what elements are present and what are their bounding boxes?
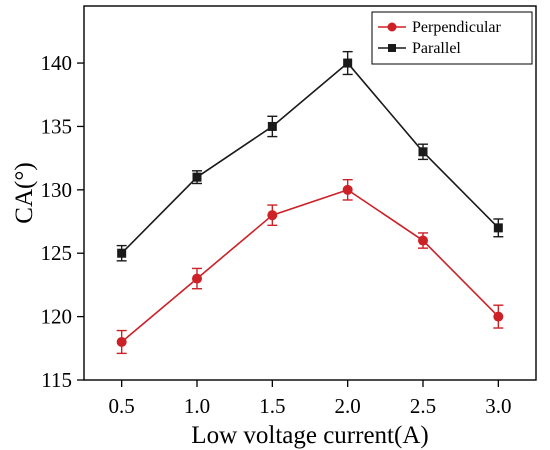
x-tick-label: 1.5 bbox=[259, 394, 285, 418]
data-point bbox=[342, 184, 353, 195]
plot-frame bbox=[83, 5, 537, 381]
legend-item: Perpendicular bbox=[378, 19, 502, 36]
x-tick-label: 3.0 bbox=[485, 394, 511, 418]
data-point bbox=[192, 172, 202, 182]
legend-label: Parallel bbox=[412, 40, 461, 57]
series-parallel bbox=[116, 50, 504, 262]
legend-label: Perpendicular bbox=[412, 19, 502, 36]
data-point bbox=[493, 311, 504, 322]
plot-area bbox=[116, 50, 504, 355]
data-point bbox=[267, 121, 277, 131]
series-line bbox=[121, 61, 499, 254]
legend-marker bbox=[388, 44, 396, 52]
y-axis-title: CA(°) bbox=[11, 162, 38, 223]
series-perpendicular bbox=[116, 178, 504, 355]
legend-marker bbox=[387, 22, 397, 32]
y-tick-label: 140 bbox=[41, 51, 73, 75]
y-tick-label: 115 bbox=[41, 368, 72, 392]
data-point bbox=[117, 248, 127, 258]
data-point bbox=[493, 223, 503, 233]
x-tick-label: 2.0 bbox=[335, 394, 361, 418]
data-point bbox=[192, 273, 202, 284]
data-point bbox=[267, 210, 278, 221]
x-tick-label: 1.0 bbox=[184, 394, 210, 418]
x-axis-title: Low voltage current(A) bbox=[191, 422, 428, 449]
y-tick-label: 130 bbox=[41, 178, 73, 202]
axes: 0.5 1.0 1.5 2.0 2.5 3.0 115 120 125 130 135 140 bbox=[41, 5, 537, 418]
series-line bbox=[121, 188, 499, 343]
x-tick-label: 2.5 bbox=[410, 394, 436, 418]
data-point bbox=[343, 58, 353, 68]
y-tick-label: 135 bbox=[41, 114, 73, 138]
data-point bbox=[116, 336, 127, 347]
legend-item: Parallel bbox=[378, 40, 461, 57]
legend: Perpendicular Parallel bbox=[371, 11, 533, 65]
legend-box bbox=[371, 11, 533, 65]
y-tick-label: 120 bbox=[41, 305, 73, 329]
x-tick-label: 0.5 bbox=[109, 394, 135, 418]
data-point bbox=[418, 235, 428, 246]
data-point bbox=[418, 147, 428, 157]
y-tick-label: 125 bbox=[41, 241, 73, 265]
